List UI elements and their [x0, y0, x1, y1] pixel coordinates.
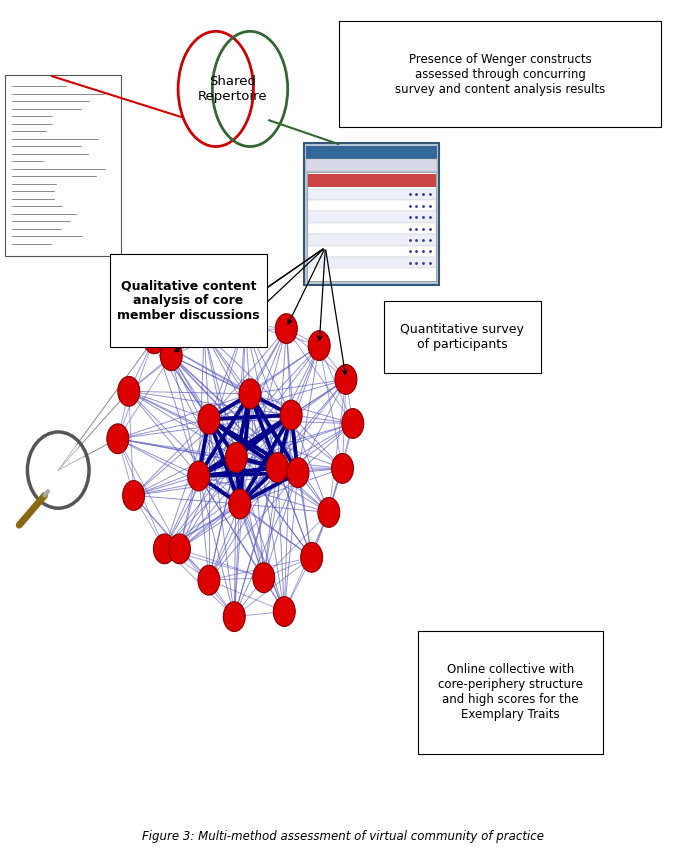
Ellipse shape — [188, 461, 210, 491]
Ellipse shape — [253, 562, 275, 593]
Ellipse shape — [143, 324, 165, 354]
Ellipse shape — [160, 340, 182, 371]
FancyBboxPatch shape — [308, 257, 436, 268]
Text: Quantitative survey
of participants: Quantitative survey of participants — [401, 323, 524, 351]
FancyBboxPatch shape — [339, 21, 661, 127]
Ellipse shape — [198, 565, 220, 595]
FancyBboxPatch shape — [308, 223, 436, 234]
Text: Qualitative content
analysis of core
member discussions: Qualitative content analysis of core mem… — [117, 280, 260, 322]
Ellipse shape — [107, 424, 129, 454]
Ellipse shape — [198, 404, 220, 435]
Ellipse shape — [169, 534, 190, 564]
Ellipse shape — [335, 364, 357, 395]
Circle shape — [31, 436, 86, 504]
FancyBboxPatch shape — [418, 631, 603, 754]
FancyBboxPatch shape — [308, 174, 436, 187]
Ellipse shape — [266, 452, 288, 483]
FancyBboxPatch shape — [308, 212, 436, 223]
FancyBboxPatch shape — [308, 200, 436, 211]
Ellipse shape — [193, 317, 215, 347]
Ellipse shape — [342, 408, 364, 439]
FancyBboxPatch shape — [304, 143, 439, 285]
Ellipse shape — [273, 596, 295, 627]
Ellipse shape — [318, 497, 340, 528]
FancyBboxPatch shape — [307, 172, 436, 281]
Ellipse shape — [332, 453, 353, 484]
Ellipse shape — [280, 400, 302, 430]
FancyBboxPatch shape — [308, 235, 436, 246]
Ellipse shape — [123, 480, 145, 511]
Ellipse shape — [223, 601, 245, 632]
Text: Online collective with
core-periphery structure
and high scores for the
Exemplar: Online collective with core-periphery st… — [438, 663, 583, 722]
Ellipse shape — [301, 542, 323, 573]
FancyBboxPatch shape — [308, 189, 436, 200]
Text: Shared
Repertoire: Shared Repertoire — [198, 75, 268, 103]
Ellipse shape — [118, 376, 140, 407]
Ellipse shape — [225, 442, 247, 473]
Text: Figure 3: Multi-method assessment of virtual community of practice: Figure 3: Multi-method assessment of vir… — [142, 830, 543, 843]
Ellipse shape — [239, 379, 261, 409]
Ellipse shape — [229, 489, 251, 519]
Text: Presence of Wenger constructs
assessed through concurring
survey and content ana: Presence of Wenger constructs assessed t… — [395, 53, 605, 96]
FancyBboxPatch shape — [110, 254, 267, 347]
Ellipse shape — [308, 330, 330, 361]
Ellipse shape — [275, 313, 297, 344]
FancyBboxPatch shape — [308, 246, 436, 257]
Ellipse shape — [287, 457, 309, 488]
FancyBboxPatch shape — [384, 301, 541, 373]
Ellipse shape — [234, 308, 256, 339]
FancyBboxPatch shape — [306, 159, 437, 171]
FancyBboxPatch shape — [306, 146, 437, 161]
Ellipse shape — [153, 534, 175, 564]
FancyBboxPatch shape — [5, 75, 121, 256]
